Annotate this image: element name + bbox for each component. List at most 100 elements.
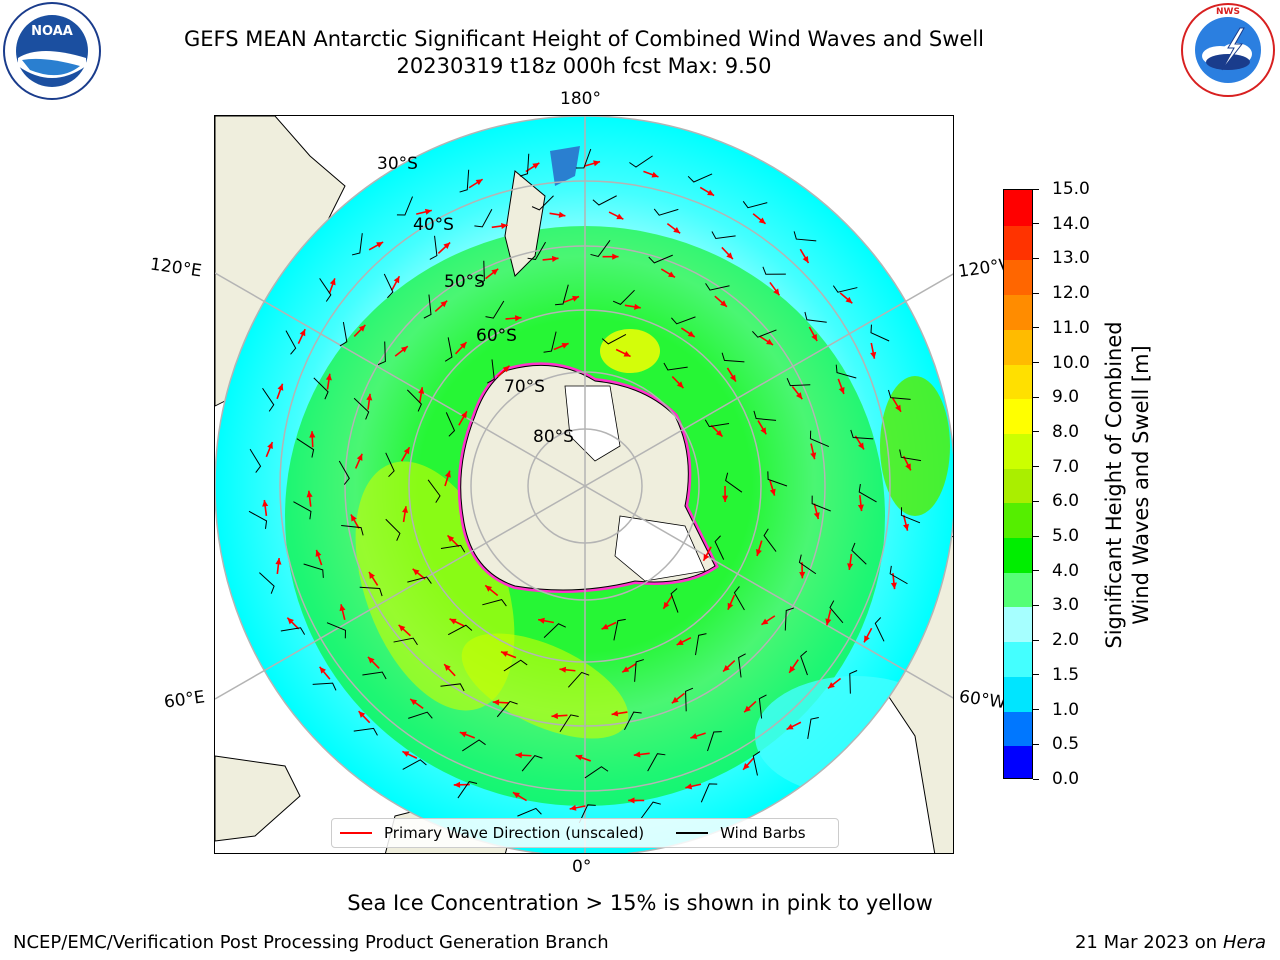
wave-arrow-head	[412, 568, 420, 576]
wind-barb	[521, 755, 543, 772]
wind-barb	[725, 472, 743, 493]
wave-arrow-head	[572, 295, 580, 302]
wind-barb	[899, 449, 922, 462]
wind-barb	[377, 341, 386, 366]
colorbar-tick	[1033, 362, 1039, 364]
wave-arrow-head	[789, 665, 796, 673]
wind-barb	[763, 528, 777, 552]
wave-arrow-head	[707, 189, 715, 196]
wave-arrow-head	[356, 453, 363, 461]
wind-barb	[733, 586, 745, 611]
colorbar-tick	[1033, 188, 1039, 190]
wave-arrow-head	[444, 664, 451, 671]
wave-arrow-head	[799, 571, 806, 579]
wave-arrow-head	[376, 242, 384, 248]
map-panel: 30°S 40°S 50°S 60°S 70°S 80°S	[214, 115, 954, 854]
wave-arrow-head	[722, 495, 729, 502]
wind-barb	[889, 565, 908, 585]
wind-barb	[804, 311, 827, 323]
wave-arrow-head	[306, 490, 313, 498]
wave-arrow-head	[857, 504, 864, 512]
wind-barb	[738, 653, 746, 678]
wind-barb	[704, 419, 730, 428]
wind-barb	[353, 727, 378, 736]
lon-label-120e: 120°E	[148, 254, 203, 282]
wind-barb	[385, 518, 401, 541]
wave-arrow-head	[773, 288, 780, 296]
wind-barb	[640, 801, 661, 819]
wind-barb	[313, 377, 329, 400]
wind-barb	[457, 781, 478, 799]
wind-barb	[312, 682, 337, 691]
colorbar	[1003, 189, 1033, 779]
colorbar-tick	[1033, 570, 1039, 572]
wave-arrow-head	[743, 763, 750, 770]
lat-label-30s: 30°S	[377, 154, 418, 174]
wave-arrow-head	[651, 171, 659, 178]
wave-arrow-head	[358, 324, 366, 332]
wind-barb	[762, 266, 786, 275]
wind-barb	[319, 278, 332, 302]
wave-arrow-head	[440, 300, 448, 308]
colorbar-label: Significant Height of Combined Wind Wave…	[1102, 321, 1153, 649]
wave-arrow-head	[309, 431, 316, 438]
lat-label-60s: 60°S	[476, 326, 517, 346]
wind-barb	[427, 479, 441, 503]
wave-arrow-head	[663, 601, 670, 609]
colorbar-tick-label: 13.0	[1052, 248, 1090, 269]
colorbar-tick-label: 6.0	[1052, 491, 1080, 512]
wind-barb	[527, 241, 546, 261]
noaa-logo: NOAA	[3, 2, 101, 100]
colorbar-tick	[1033, 639, 1039, 641]
lat-label-80s: 80°S	[533, 427, 574, 447]
wave-arrow-head	[575, 754, 583, 761]
wave-direction-arrows	[262, 160, 912, 811]
wave-arrow-head	[766, 338, 774, 345]
wave-arrow-head	[339, 604, 346, 612]
wind-barb	[429, 235, 438, 260]
wave-arrow-head	[795, 392, 803, 400]
wave-arrow-head	[532, 162, 540, 169]
wind-barb	[353, 397, 370, 420]
colorbar-tick	[1033, 778, 1039, 780]
wave-arrow-head	[453, 781, 461, 788]
wave-arrow-head	[569, 804, 577, 811]
colorbar-segment	[1004, 710, 1032, 747]
colorbar-tick-label: 10.0	[1052, 352, 1090, 373]
wind-barb	[485, 300, 505, 319]
colorbar-tick-label: 14.0	[1052, 213, 1090, 234]
wave-arrow-head	[633, 751, 641, 758]
wave-arrow-head	[827, 682, 835, 689]
wave-arrow-head	[449, 618, 457, 625]
legend-item-wave-direction: Primary Wave Direction (unscaled)	[332, 824, 644, 842]
svg-text:NWS: NWS	[1216, 7, 1240, 17]
wave-arrow-head	[825, 618, 832, 626]
wave-arrow-head	[325, 373, 332, 381]
wind-barb	[567, 671, 590, 688]
wind-barb	[758, 694, 767, 719]
wind-barb	[259, 572, 275, 594]
wind-barb	[870, 324, 890, 342]
wind-barb	[592, 195, 617, 206]
colorbar-segment	[1004, 641, 1032, 677]
wave-arrow-head	[758, 217, 766, 224]
wave-arrow-head	[703, 553, 710, 561]
wave-arrow-head	[870, 351, 877, 359]
wave-arrow-head	[720, 300, 727, 307]
wind-barb	[517, 807, 542, 817]
legend-swatch-wave-direction	[340, 832, 372, 834]
colorbar-tick	[1033, 604, 1039, 606]
lon-label-60w: 60°W	[957, 686, 1008, 714]
footer-date: 21 Mar 2023 on Hera	[1075, 932, 1266, 953]
colorbar-segment	[1004, 190, 1032, 226]
wave-arrow-head	[358, 711, 366, 718]
wave-arrow-head	[459, 731, 467, 738]
wave-arrow-head	[611, 710, 619, 717]
colorbar-tick	[1033, 743, 1039, 745]
colorbar-segment	[1004, 606, 1032, 643]
wave-arrow-head	[350, 514, 357, 522]
wind-barb	[440, 544, 466, 553]
colorbar-tick-label: 15.0	[1052, 179, 1090, 199]
colorbar-segment	[1004, 502, 1032, 539]
wind-barb	[784, 607, 794, 631]
